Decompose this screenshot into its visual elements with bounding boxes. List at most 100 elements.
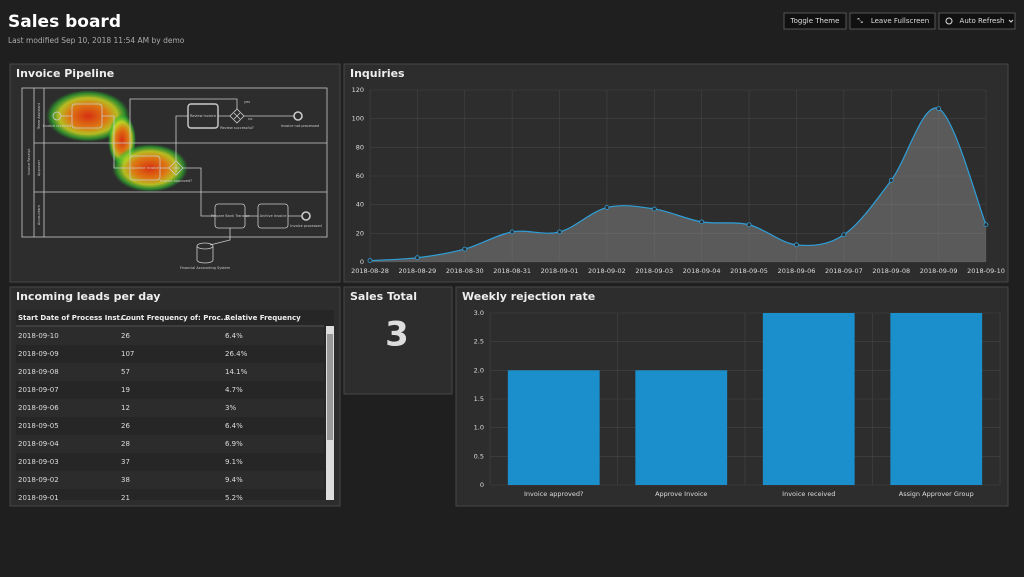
point	[983, 222, 989, 228]
edge-label: yes	[244, 100, 250, 104]
edge-label: no	[248, 117, 252, 121]
toggle-theme-button[interactable]	[783, 12, 847, 30]
x-tick-label: 2018-09-09	[920, 267, 958, 275]
cell: 2018-09-04	[18, 440, 59, 448]
cell: 19	[121, 386, 130, 394]
x-tick-label: Approve Invoice	[655, 490, 707, 498]
point	[462, 246, 468, 252]
node-label: Archive Invoice	[260, 214, 287, 218]
fullscreen-button[interactable]	[849, 12, 936, 30]
heat-spot	[112, 144, 188, 192]
point	[367, 258, 373, 263]
x-tick-label: 2018-09-06	[778, 267, 816, 275]
cell: 2018-09-03	[18, 458, 59, 466]
cell: 14.1%	[225, 368, 248, 376]
column-header: Relative Frequency	[225, 314, 301, 322]
cell: 2018-09-08	[18, 368, 59, 376]
point	[936, 106, 942, 112]
button-label: Leave Fullscreen	[871, 17, 929, 25]
column-header: Start Date of Process Inst...	[18, 314, 128, 322]
point	[841, 232, 847, 238]
subtitle: Last modified Sep 10, 2018 11:54 AM by d…	[8, 36, 185, 45]
cell: 2018-09-07	[18, 386, 59, 394]
bar	[762, 313, 855, 485]
x-tick-label: 2018-08-28	[351, 267, 389, 275]
node-label: Invoice approved?	[160, 179, 192, 183]
point	[557, 229, 562, 235]
node-label: Invoice processed	[290, 224, 321, 228]
lane-label: Approver	[37, 159, 41, 176]
point	[746, 222, 752, 228]
y-tick-label: 0	[360, 258, 364, 266]
row-band	[16, 435, 324, 453]
button-label: Auto Refresh	[960, 17, 1005, 25]
cell: 37	[121, 458, 130, 466]
cell: 107	[121, 350, 134, 358]
panel-title: Invoice Pipeline	[16, 67, 114, 80]
point	[794, 242, 799, 248]
x-tick-label: 2018-08-30	[446, 267, 484, 275]
y-tick-label: 3.0	[474, 309, 484, 317]
page-title: Sales board	[8, 12, 121, 32]
lane-label: Accountant	[37, 204, 41, 224]
x-tick-label: Invoice received	[782, 490, 835, 498]
cell: 2018-09-09	[18, 350, 59, 358]
auto-refresh-button[interactable]	[938, 12, 1016, 30]
y-tick-label: 1.0	[474, 424, 484, 432]
cell: 2018-09-01	[18, 494, 59, 502]
y-tick-label: 0.5	[474, 452, 484, 460]
y-tick-label: 60	[356, 172, 364, 180]
point	[509, 229, 515, 235]
x-tick-label: 2018-09-02	[588, 267, 626, 275]
cell: 26.4%	[225, 350, 248, 358]
panel-title: Sales Total	[350, 290, 417, 303]
bar	[890, 313, 983, 485]
cell: 2018-09-06	[18, 404, 59, 412]
y-tick-label: 120	[352, 86, 364, 94]
cell: 9.1%	[225, 458, 243, 466]
panel-title: Incoming leads per day	[16, 290, 160, 303]
node-label: Financial Accounting System	[180, 266, 231, 270]
pool-label: Invoice Receipt	[27, 148, 31, 175]
bar	[507, 370, 600, 485]
x-tick-label: 2018-09-01	[541, 267, 579, 275]
panel-title: Weekly rejection rate	[462, 290, 595, 303]
cell: 6.4%	[225, 422, 243, 430]
row-band	[16, 471, 324, 489]
fullscreen-icon: ⤡	[857, 17, 863, 25]
cell: 12	[121, 404, 130, 412]
cell: 21	[121, 494, 130, 502]
row-band	[16, 399, 324, 417]
cell: 4.7%	[225, 386, 243, 394]
point	[604, 205, 610, 210]
x-tick-label: 2018-08-29	[398, 267, 436, 275]
bpmn-diagram: Invoice Receipt Team Assistant Approver …	[21, 87, 328, 270]
x-tick-label: 2018-09-10	[967, 267, 1005, 275]
y-tick-label: 20	[356, 229, 364, 237]
column-header: Count Frequency of: Proc...	[121, 314, 229, 322]
row-band	[16, 363, 324, 381]
node-label: Prepare Bank Transfer	[211, 214, 250, 218]
node-label: Review successful?	[220, 126, 254, 130]
x-tick-label: 2018-09-07	[825, 267, 863, 275]
cell: 3%	[225, 404, 236, 412]
scroll-thumb[interactable]	[327, 334, 333, 440]
x-tick-label: 2018-09-05	[730, 267, 768, 275]
y-tick-label: 2.0	[474, 366, 484, 374]
cell: 2018-09-05	[18, 422, 59, 430]
point	[699, 219, 705, 225]
cell: 26	[121, 332, 130, 340]
bar	[635, 370, 728, 485]
x-tick-label: 2018-08-31	[493, 267, 531, 275]
point	[414, 255, 420, 261]
button-label: Toggle Theme	[790, 17, 840, 25]
cell: 5.2%	[225, 494, 243, 502]
x-tick-label: 2018-09-03	[635, 267, 673, 275]
x-tick-label: Assign Approver Group	[899, 490, 974, 498]
y-tick-label: 2.5	[474, 338, 484, 346]
cell: 28	[121, 440, 130, 448]
panel	[343, 286, 453, 395]
cell: 9.4%	[225, 476, 243, 484]
cell: 6.4%	[225, 332, 243, 340]
